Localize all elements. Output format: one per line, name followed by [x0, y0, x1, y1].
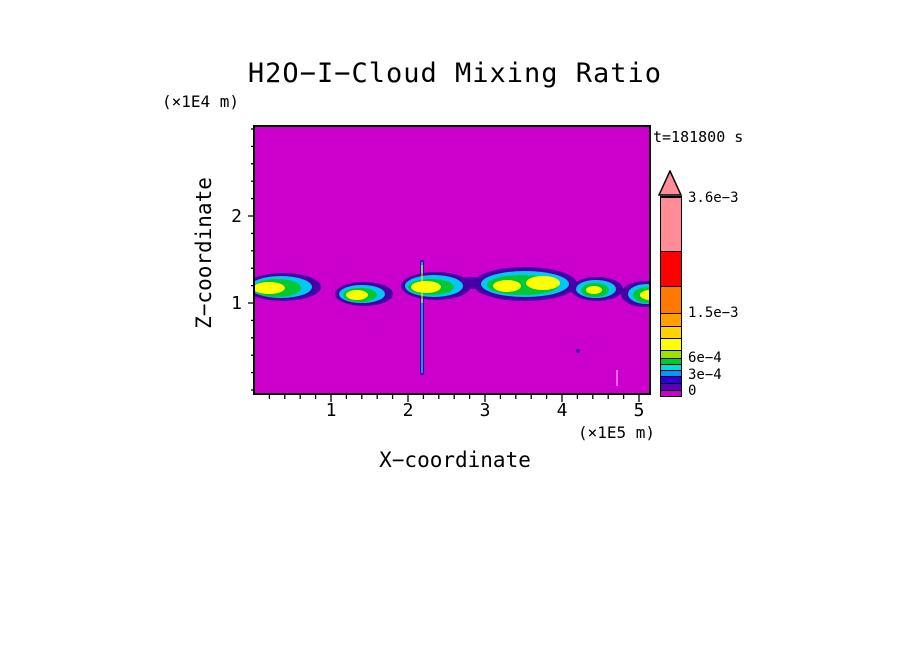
colorbar-segment	[661, 358, 681, 364]
colorbar-segment	[661, 370, 681, 376]
colorbar-segment	[661, 350, 681, 358]
colorbar-label-0: 0	[688, 383, 697, 399]
colorbar-segment	[661, 286, 681, 313]
contour-shape	[255, 282, 285, 294]
colorbar-label-3e-4: 3e−4	[688, 367, 722, 383]
x-tick-label-5: 5	[633, 400, 645, 421]
colorbar-overflow-arrow	[658, 170, 682, 196]
colorbar-segment	[661, 338, 681, 350]
x-tick-label-3: 3	[479, 400, 491, 421]
colorbar-segment	[661, 390, 681, 396]
contour-shape	[526, 276, 560, 290]
page-title: H2O−I−Cloud Mixing Ratio	[247, 58, 663, 89]
colorbar	[660, 196, 682, 397]
contour-shape	[493, 280, 521, 292]
x-tick-label-1: 1	[325, 400, 337, 421]
y-tick-label-1: 1	[231, 293, 242, 314]
colorbar-label-6e-4: 6e−4	[688, 350, 722, 366]
colorbar-label-1.5e-3: 1.5e−3	[688, 305, 739, 321]
y-axis-unit-label: (×1E4 m)	[162, 92, 240, 111]
contour-shape	[586, 286, 602, 294]
contour-shape	[640, 290, 651, 300]
x-axis-title: X−coordinate	[379, 448, 531, 472]
x-axis-unit-label: (×1E5 m)	[577, 423, 655, 442]
colorbar-segment	[661, 376, 681, 383]
contour-shape	[411, 281, 441, 293]
contour-shape	[576, 349, 580, 353]
y-axis-title: Z−coordinate	[192, 177, 216, 329]
colorbar-segment	[661, 326, 681, 338]
colorbar-segment	[661, 313, 681, 326]
plot-background	[255, 127, 651, 395]
x-tick-label-4: 4	[556, 400, 568, 421]
colorbar-segment	[661, 383, 681, 390]
contour-shape	[346, 290, 368, 300]
colorbar-label-3.6e-3: 3.6e−3	[688, 190, 739, 206]
colorbar-segment	[661, 197, 681, 251]
contour-plot-field	[255, 127, 651, 395]
cloud-contour-shapes	[255, 260, 651, 386]
colorbar-segment	[661, 364, 681, 370]
x-tick-label-2: 2	[402, 400, 414, 421]
time-annotation: t=181800 s	[653, 128, 744, 146]
colorbar-segment	[661, 251, 681, 286]
y-tick-label-2: 2	[231, 206, 242, 227]
axis-tick-marks	[248, 128, 640, 402]
